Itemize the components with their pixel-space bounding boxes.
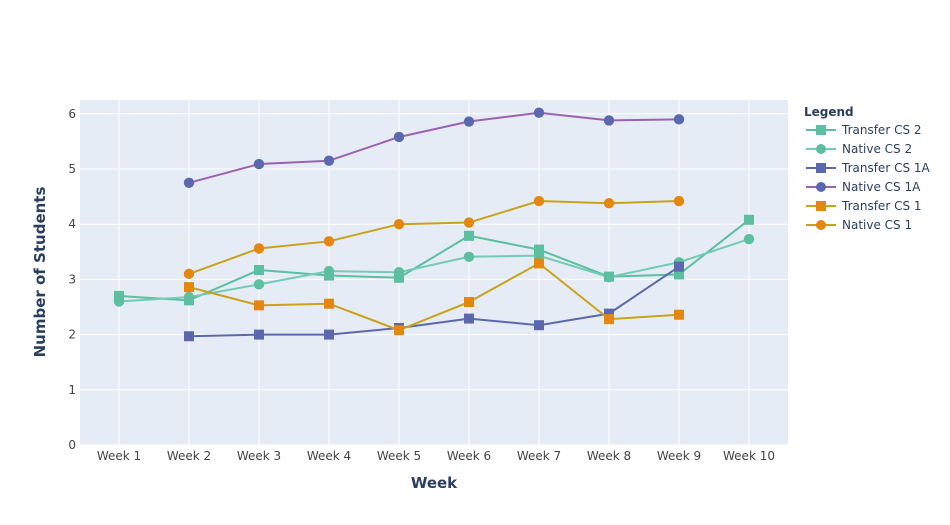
data-point-native-cs-1 (463, 217, 475, 228)
data-point-transfer-cs-2 (674, 269, 684, 280)
data-point-transfer-cs-2 (114, 290, 124, 301)
x-axis-title: Week (411, 474, 458, 492)
legend-circle-marker (816, 220, 826, 230)
data-point-native-cs-1a (533, 107, 545, 118)
data-point-transfer-cs-1a (324, 329, 334, 340)
legend-item-native-cs-1: Native CS 1 (806, 218, 912, 232)
data-point-transfer-cs-2 (254, 265, 264, 276)
legend: Legend Transfer CS 2 Native CS 2 Transfer … (804, 105, 931, 232)
series-line-transfer-cs-1 (188, 262, 680, 332)
y-axis-title: Number of Students (31, 187, 49, 358)
y-tick-labels: 0 1 2 3 4 5 6 (68, 107, 76, 452)
y-tick-label: 4 (68, 217, 76, 231)
legend-item-native-cs-1a: Native CS 1A (806, 180, 921, 194)
data-point-transfer-cs-1 (184, 282, 194, 293)
y-tick-label: 6 (68, 107, 76, 121)
data-point-native-cs-1a (183, 177, 195, 188)
data-point-transfer-cs-1a (464, 313, 474, 324)
data-point-transfer-cs-1 (254, 300, 264, 311)
series-line-native-cs-2 (118, 238, 750, 303)
data-point-transfer-cs-1 (674, 309, 684, 320)
series-markers (113, 107, 755, 342)
y-tick-label: 3 (68, 272, 76, 286)
data-point-native-cs-2 (463, 251, 475, 262)
x-tick-label: Week 1 (97, 449, 141, 463)
series-lines (118, 111, 750, 338)
series-line-native-cs-1a (188, 111, 680, 184)
data-point-native-cs-2 (323, 265, 335, 277)
legend-label: Native CS 2 (842, 142, 912, 156)
data-point-transfer-cs-1a (534, 320, 544, 331)
legend-item-transfer-cs-1a: Transfer CS 1A (806, 161, 931, 175)
data-point-transfer-cs-1a (674, 261, 684, 272)
data-point-transfer-cs-1 (534, 258, 544, 269)
data-point-native-cs-2 (533, 250, 545, 261)
x-tick-label: Week 5 (377, 449, 421, 463)
legend-square-marker (816, 201, 826, 211)
y-tick-label: 0 (68, 438, 76, 452)
data-point-native-cs-1 (603, 198, 615, 209)
legend-title: Legend (804, 105, 854, 119)
data-point-native-cs-2 (253, 279, 265, 290)
x-tick-label: Week 4 (307, 449, 351, 463)
x-tick-label: Week 10 (723, 449, 775, 463)
data-point-transfer-cs-2 (394, 272, 404, 283)
legend-circle-marker (816, 182, 826, 192)
data-point-native-cs-2 (743, 233, 755, 245)
legend-item-native-cs-2: Native CS 2 (806, 142, 912, 156)
legend-label: Transfer CS 1A (841, 161, 931, 175)
data-point-native-cs-1a (603, 115, 615, 126)
data-point-transfer-cs-1a (184, 331, 194, 342)
data-point-native-cs-2 (113, 296, 125, 307)
x-tick-labels: Week 1 Week 2 Week 3 Week 4 Week 5 Week 6 Week… (97, 449, 775, 463)
data-point-transfer-cs-2 (464, 230, 474, 241)
legend-circle-marker (816, 144, 826, 154)
legend-item-transfer-cs-1: Transfer CS 1 (806, 199, 922, 213)
x-tick-label: Week 2 (167, 449, 211, 463)
y-tick-label: 5 (68, 162, 76, 176)
y-tick-label: 2 (68, 328, 76, 342)
legend-label: Transfer CS 1 (841, 199, 922, 213)
data-point-native-cs-1a (673, 114, 685, 125)
data-point-native-cs-2 (183, 291, 195, 303)
legend-label: Native CS 1A (842, 180, 921, 194)
series-line-native-cs-1 (188, 200, 680, 275)
data-point-native-cs-1 (533, 195, 545, 207)
series-line-transfer-cs-2 (118, 218, 750, 302)
data-point-native-cs-1 (393, 219, 405, 230)
legend-label: Transfer CS 2 (841, 123, 922, 137)
series-line-transfer-cs-1a (188, 265, 680, 338)
x-tick-label: Week 7 (517, 449, 561, 463)
data-point-transfer-cs-1a (254, 329, 264, 340)
data-point-transfer-cs-1 (464, 297, 474, 308)
data-point-native-cs-1 (673, 195, 685, 207)
data-point-transfer-cs-1 (324, 298, 334, 309)
legend-item-transfer-cs-2: Transfer CS 2 (806, 123, 922, 137)
data-point-native-cs-1a (253, 158, 265, 170)
data-point-transfer-cs-2 (744, 214, 754, 225)
legend-label: Native CS 1 (842, 218, 912, 232)
data-point-native-cs-1a (393, 131, 405, 143)
data-point-native-cs-1a (323, 155, 335, 166)
legend-square-marker (816, 125, 826, 135)
x-tick-label: Week 3 (237, 449, 281, 463)
data-point-transfer-cs-1a (604, 308, 614, 319)
data-point-native-cs-1 (183, 268, 195, 280)
data-point-transfer-cs-1 (394, 325, 404, 336)
data-point-native-cs-2 (603, 271, 615, 283)
data-point-native-cs-1 (253, 243, 265, 254)
y-tick-label: 1 (68, 383, 76, 397)
data-point-native-cs-1a (463, 116, 475, 127)
x-tick-label: Week 6 (447, 449, 491, 463)
data-point-native-cs-1 (323, 236, 335, 247)
legend-square-marker (816, 163, 826, 173)
data-point-native-cs-2 (393, 267, 405, 278)
x-tick-label: Week 9 (657, 449, 701, 463)
x-tick-label: Week 8 (587, 449, 631, 463)
data-point-transfer-cs-1 (604, 314, 614, 325)
data-point-transfer-cs-2 (534, 244, 544, 255)
